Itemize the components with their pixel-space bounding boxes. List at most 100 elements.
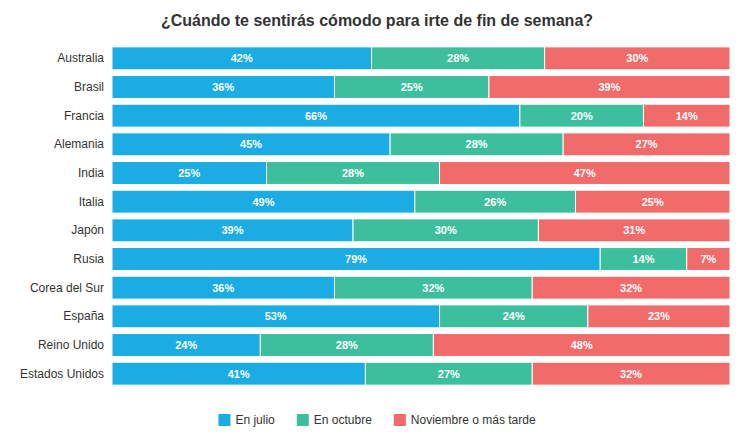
data-label: 7% xyxy=(700,253,716,265)
legend-swatch xyxy=(297,414,309,426)
data-label: 14% xyxy=(676,110,698,122)
bar-segment xyxy=(532,362,730,385)
y-tick-label: Reino Unido xyxy=(38,338,104,352)
legend-item: En octubre xyxy=(297,413,372,427)
data-label: 28% xyxy=(342,167,364,179)
bar-segment xyxy=(532,276,730,299)
bar-segment xyxy=(433,334,730,357)
data-label: 42% xyxy=(231,52,253,64)
data-label: 47% xyxy=(574,167,596,179)
y-tick-label: Australia xyxy=(57,51,104,65)
legend-swatch xyxy=(218,414,230,426)
legend-swatch xyxy=(394,414,406,426)
bar-segment xyxy=(365,362,532,385)
bar-segment xyxy=(112,334,260,357)
data-label: 66% xyxy=(305,110,327,122)
bar-segment xyxy=(267,162,440,185)
data-label: 41% xyxy=(228,368,250,380)
bar-segment xyxy=(260,334,433,357)
data-label: 28% xyxy=(336,339,358,351)
legend-label: En octubre xyxy=(314,413,372,427)
bar-segment xyxy=(576,190,731,213)
data-label: 48% xyxy=(571,339,593,351)
bar-segment xyxy=(112,276,334,299)
bar-segment xyxy=(112,104,520,127)
bar-segment xyxy=(538,219,730,242)
bar-segment xyxy=(390,133,563,156)
data-label: 24% xyxy=(175,339,197,351)
series xyxy=(433,47,730,385)
y-tick-label: India xyxy=(78,166,104,180)
bar-segment xyxy=(372,47,545,70)
bar-segment xyxy=(112,190,415,213)
data-label: 24% xyxy=(503,310,525,322)
data-label: 28% xyxy=(466,138,488,150)
data-label: 28% xyxy=(447,52,469,64)
y-tick-label: Estados Unidos xyxy=(20,367,104,381)
bar-segment xyxy=(112,47,372,70)
data-label: 36% xyxy=(212,282,234,294)
y-tick-label: Japón xyxy=(71,223,104,237)
y-tick-label: Rusia xyxy=(73,252,104,266)
bar-segment xyxy=(440,305,588,328)
bar-segment xyxy=(112,362,365,385)
bar-segment xyxy=(112,248,600,271)
bar-segment xyxy=(112,76,334,99)
bar-segment xyxy=(588,305,730,328)
data-label: 20% xyxy=(571,110,593,122)
bar-segment xyxy=(687,248,730,271)
bar-segment xyxy=(520,104,644,127)
bar-segment xyxy=(600,248,687,271)
legend-label: En julio xyxy=(235,413,275,427)
bar-segment xyxy=(489,76,730,99)
chart-svg: ¿Cuándo te sentirás cómodo para irte de … xyxy=(0,0,754,440)
legend-item: En julio xyxy=(218,413,275,427)
legend-label: Noviembre o más tarde xyxy=(411,413,536,427)
y-tick-label: España xyxy=(63,309,104,323)
data-label: 53% xyxy=(265,310,287,322)
y-axis: Australia Brasil Francia Alemania India Itali… xyxy=(20,51,104,380)
data-label: 39% xyxy=(598,81,620,93)
data-label: 32% xyxy=(620,368,642,380)
data-label: 25% xyxy=(178,167,200,179)
data-label: 26% xyxy=(484,196,506,208)
data-label: 39% xyxy=(221,224,243,236)
data-label: 30% xyxy=(626,52,648,64)
bar-segment xyxy=(112,219,353,242)
bar-segment xyxy=(112,133,390,156)
data-labels: 42%36%66%45%25%49%39%79%36%53%24%41%28%2… xyxy=(175,52,716,379)
bar-segment xyxy=(563,133,730,156)
data-label: 79% xyxy=(345,253,367,265)
bar-segment xyxy=(334,76,489,99)
bar-segment xyxy=(643,104,730,127)
bar-segment xyxy=(415,190,576,213)
data-label: 32% xyxy=(422,282,444,294)
data-label: 25% xyxy=(401,81,423,93)
data-label: 27% xyxy=(438,368,460,380)
chart-container: ¿Cuándo te sentirás cómodo para irte de … xyxy=(0,0,754,440)
data-label: 25% xyxy=(642,196,664,208)
bar-segment xyxy=(334,276,532,299)
data-label: 31% xyxy=(623,224,645,236)
bar-segment xyxy=(112,162,267,185)
y-tick-label: Alemania xyxy=(54,137,104,151)
data-label: 23% xyxy=(648,310,670,322)
data-label: 27% xyxy=(636,138,658,150)
bar-segment xyxy=(440,162,730,185)
bar-segment xyxy=(353,219,538,242)
bar-segment xyxy=(545,47,730,70)
y-tick-label: Brasil xyxy=(74,80,104,94)
data-label: 30% xyxy=(435,224,457,236)
y-tick-label: Corea del Sur xyxy=(30,281,104,295)
legend: En julio En octubre Noviembre o más tarde xyxy=(218,413,535,427)
chart-title: ¿Cuándo te sentirás cómodo para irte de … xyxy=(161,12,593,29)
data-label: 32% xyxy=(620,282,642,294)
data-label: 14% xyxy=(632,253,654,265)
data-label: 49% xyxy=(252,196,274,208)
bars xyxy=(112,47,730,385)
legend-item: Noviembre o más tarde xyxy=(394,413,536,427)
y-tick-label: Italia xyxy=(79,195,105,209)
bar-segment xyxy=(112,305,440,328)
data-label: 45% xyxy=(240,138,262,150)
y-tick-label: Francia xyxy=(64,109,104,123)
